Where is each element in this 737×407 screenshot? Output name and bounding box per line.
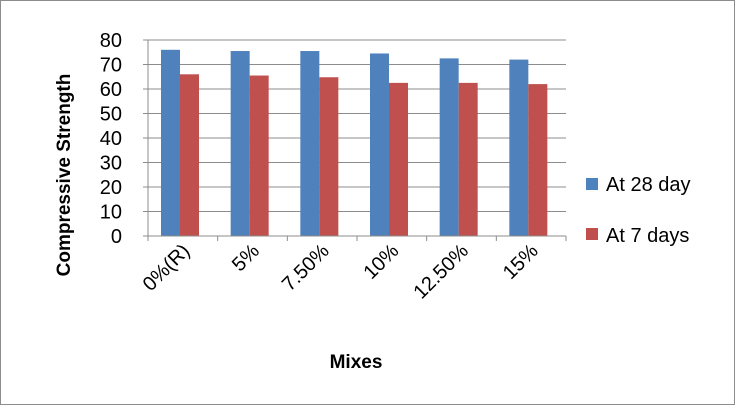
bar-at-7-days xyxy=(180,74,199,236)
y-tick-label: 0 xyxy=(111,226,122,248)
bar-at-28-day xyxy=(300,51,320,237)
x-tick-label: 10% xyxy=(360,240,404,284)
bar-at-28-day xyxy=(370,53,389,236)
bars xyxy=(161,49,548,237)
y-tick-label: 60 xyxy=(100,79,122,101)
y-tick-label: 20 xyxy=(100,177,122,199)
bar-at-7-days xyxy=(528,84,548,236)
y-tick-label: 70 xyxy=(100,55,122,77)
legend-swatch-at-7-days xyxy=(586,228,598,240)
bar-at-28-day xyxy=(161,49,180,236)
legend-label-at-28-day: At 28 day xyxy=(606,174,691,196)
bar-at-7-days xyxy=(389,82,408,236)
y-axis-title: Compressive Strength xyxy=(54,74,75,277)
bar-at-28-day xyxy=(230,51,250,237)
y-tick-label: 50 xyxy=(100,104,122,126)
x-tick-labels: 0%(R) 5% 7.50% 10% 12.50% 15% xyxy=(139,240,543,304)
bar-at-7-days xyxy=(319,77,339,237)
x-tick-label: 5% xyxy=(228,240,264,276)
x-tick-label: 15% xyxy=(499,240,543,284)
legend-swatch-at-28-day xyxy=(586,178,598,190)
x-tick-label: 0%(R) xyxy=(139,240,195,296)
y-tick-label: 30 xyxy=(100,153,122,175)
y-tick-label: 80 xyxy=(100,30,122,52)
x-tick-label: 7.50% xyxy=(278,240,334,296)
y-tick-label: 40 xyxy=(100,128,122,150)
bar-at-28-day xyxy=(509,59,529,236)
legend-label-at-7-days: At 7 days xyxy=(606,225,689,247)
bar-at-7-days xyxy=(458,82,478,236)
bar-at-28-day xyxy=(439,58,459,236)
x-tick-label: 12.50% xyxy=(410,240,474,304)
bar-at-7-days xyxy=(249,75,269,237)
gridlines xyxy=(148,39,566,212)
x-axis-title: Mixes xyxy=(330,352,383,373)
axes xyxy=(143,39,567,241)
y-tick-label: 10 xyxy=(100,202,122,224)
legend: At 28 day At 7 days xyxy=(586,174,691,247)
